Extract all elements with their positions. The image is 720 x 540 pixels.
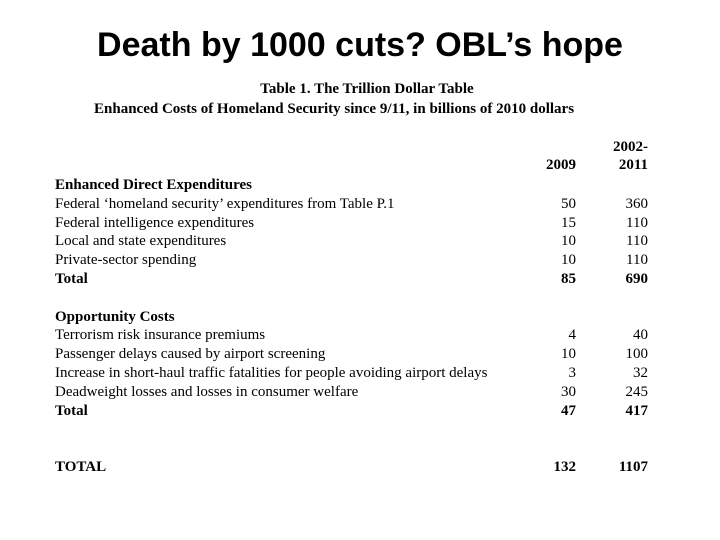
row-value: 32	[633, 365, 648, 381]
column-header: 2009	[546, 157, 576, 173]
grand-total-value: 132	[553, 459, 577, 475]
section-total-label: Total	[55, 402, 88, 419]
row-label: Deadweight losses and losses in consumer…	[55, 383, 359, 400]
section-total-label: Total	[55, 271, 88, 287]
row-label: Passenger delays caused by airport scree…	[55, 346, 326, 363]
row-value: 10	[561, 346, 576, 363]
row-value: 360	[625, 195, 649, 212]
row-value: 100	[625, 346, 649, 363]
column-header: 2002-2011	[613, 139, 648, 173]
section-total-value: 47	[561, 402, 576, 419]
slide-title: Death by 1000 cuts? OBL’s hope	[97, 26, 623, 64]
row-label: Terrorism risk insurance premiums	[55, 327, 266, 344]
section-total-value: 417	[625, 402, 649, 419]
row-value: 110	[626, 214, 648, 231]
row-value: 110	[626, 233, 648, 250]
row-value: 4	[568, 327, 577, 344]
row-value: 245	[625, 383, 649, 400]
grand-total-value: 1107	[618, 459, 648, 475]
section-total-value: 85	[561, 271, 576, 287]
row-value: 10	[561, 252, 576, 269]
table-subtitle: Enhanced Costs of Homeland Security sinc…	[94, 101, 575, 117]
row-value: 3	[568, 365, 577, 381]
row-value: 40	[633, 327, 648, 344]
row-value: 50	[561, 195, 576, 212]
row-label: Increase in short-haul traffic fatalitie…	[55, 365, 488, 381]
section-total-value: 690	[625, 271, 649, 287]
row-value: 10	[561, 233, 576, 250]
row-value: 110	[626, 252, 648, 269]
grand-total-label: TOTAL	[55, 459, 107, 475]
row-label: Private-sector spending	[55, 252, 197, 269]
row-label: Federal ‘homeland security’ expenditures…	[55, 195, 395, 212]
row-label: Federal intelligence expenditures	[55, 214, 255, 231]
row-label: Local and state expenditures	[55, 233, 227, 250]
row-value: 15	[561, 214, 576, 231]
section-heading: Enhanced Direct Expenditures	[55, 177, 252, 193]
table-title: Table 1. The Trillion Dollar Table	[260, 81, 474, 97]
row-value: 30	[561, 383, 576, 400]
section-heading: Opportunity Costs	[55, 308, 175, 325]
